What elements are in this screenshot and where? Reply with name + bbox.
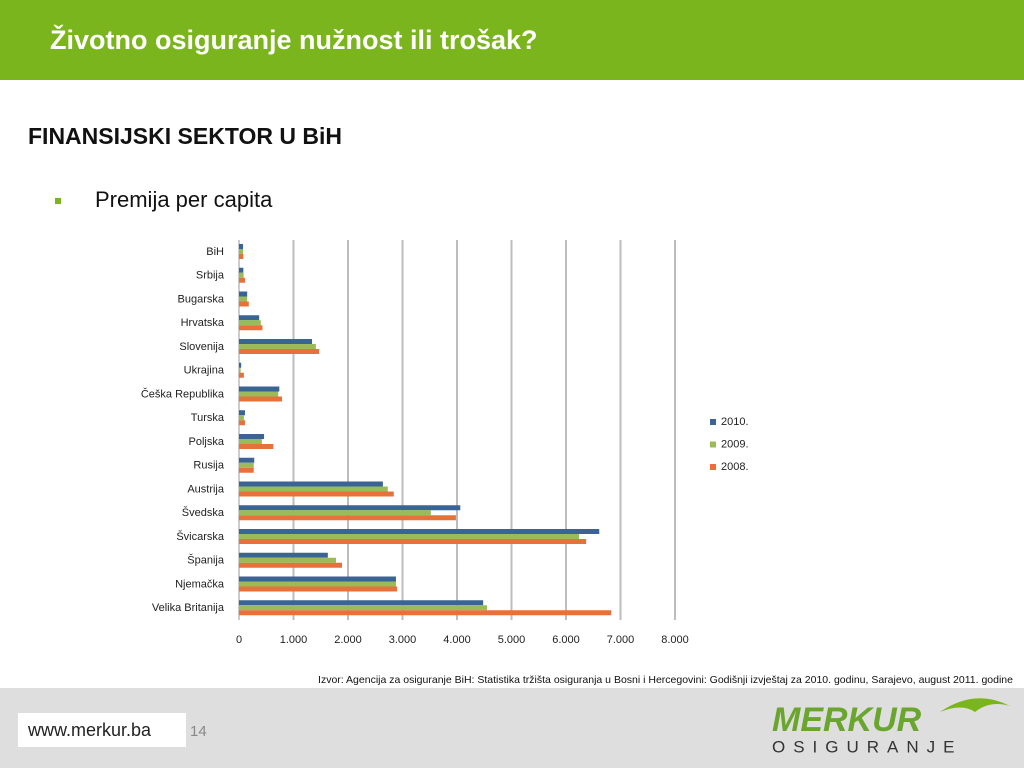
y-tick-label: Švicarska bbox=[176, 530, 225, 543]
y-tick-label: Hrvatska bbox=[181, 317, 225, 329]
bar bbox=[239, 254, 244, 259]
x-tick-label: 5.000 bbox=[498, 634, 526, 646]
bar bbox=[239, 467, 254, 473]
bar bbox=[239, 491, 394, 497]
bar bbox=[239, 325, 263, 331]
x-tick-label: 2.000 bbox=[334, 634, 362, 646]
bar bbox=[239, 434, 265, 439]
x-tick-label: 0 bbox=[236, 634, 242, 646]
bar bbox=[239, 481, 383, 487]
bar bbox=[239, 581, 396, 587]
footer-url: www.merkur.ba bbox=[27, 720, 152, 740]
bar bbox=[239, 600, 484, 606]
y-tick-label: Velika Britanija bbox=[152, 602, 225, 614]
bar bbox=[239, 267, 244, 273]
bar bbox=[239, 339, 313, 344]
bar bbox=[239, 486, 388, 492]
bar bbox=[239, 244, 244, 249]
x-tick-label: 8.000 bbox=[661, 634, 689, 646]
bar bbox=[239, 396, 283, 402]
bar bbox=[239, 462, 254, 468]
bar bbox=[239, 362, 242, 368]
bar bbox=[239, 439, 262, 444]
section-heading: FINANSIJSKI SEKTOR U BiH bbox=[28, 123, 342, 149]
bar bbox=[239, 367, 241, 373]
bar bbox=[239, 552, 328, 558]
bullet-text: Premija per capita bbox=[95, 187, 273, 212]
bar bbox=[239, 349, 320, 354]
y-tick-label: Srbija bbox=[196, 270, 225, 282]
bar bbox=[239, 301, 249, 307]
y-tick-label: BiH bbox=[206, 246, 224, 258]
bar bbox=[239, 534, 580, 539]
bar bbox=[239, 291, 248, 297]
bar bbox=[239, 605, 487, 611]
bar bbox=[239, 249, 244, 254]
y-tick-label: Turska bbox=[191, 412, 225, 424]
legend-swatch bbox=[710, 441, 716, 448]
bar bbox=[239, 272, 244, 278]
bar bbox=[239, 539, 587, 544]
bar bbox=[239, 529, 600, 534]
logo-subtext: OSIGURANJE bbox=[772, 737, 963, 756]
x-tick-label: 6.000 bbox=[552, 634, 580, 646]
legend-label: 2008. bbox=[721, 461, 749, 473]
bar bbox=[239, 586, 398, 592]
bar bbox=[239, 315, 260, 321]
y-tick-label: Ukrajina bbox=[184, 365, 225, 377]
y-tick-label: Švedska bbox=[182, 506, 225, 519]
logo-umbrella bbox=[940, 698, 1010, 712]
bar bbox=[239, 386, 280, 392]
x-tick-label: 1.000 bbox=[280, 634, 308, 646]
bar bbox=[239, 296, 248, 302]
source-note: Izvor: Agencija za osiguranje BiH: Stati… bbox=[318, 674, 1013, 686]
bar bbox=[239, 277, 245, 283]
bar bbox=[239, 610, 612, 616]
y-tick-label: Njemačka bbox=[175, 578, 225, 590]
y-tick-label: Poljska bbox=[189, 436, 225, 448]
bar bbox=[239, 410, 245, 416]
header-title: Životno osiguranje nužnost ili trošak? bbox=[50, 24, 538, 55]
x-tick-label: 4.000 bbox=[443, 634, 471, 646]
bar bbox=[239, 557, 337, 563]
bar bbox=[239, 372, 244, 378]
bar bbox=[239, 515, 456, 521]
bar bbox=[239, 344, 316, 349]
bar bbox=[239, 415, 244, 421]
y-tick-label: Slovenija bbox=[179, 341, 225, 353]
x-tick-label: 3.000 bbox=[389, 634, 417, 646]
bar bbox=[239, 505, 461, 511]
header-bar bbox=[0, 0, 1024, 80]
logo-text: MERKUR bbox=[772, 701, 922, 739]
y-tick-label: Španija bbox=[187, 554, 225, 567]
y-tick-label: Austrija bbox=[187, 483, 225, 495]
bar bbox=[239, 320, 261, 326]
y-tick-label: Češka Republika bbox=[141, 387, 225, 400]
bar bbox=[239, 510, 431, 516]
y-tick-label: Bugarska bbox=[178, 293, 225, 305]
bullet-marker bbox=[55, 198, 61, 204]
bar bbox=[239, 391, 279, 397]
bar bbox=[239, 457, 255, 463]
bar bbox=[239, 420, 245, 426]
bar bbox=[239, 562, 343, 568]
legend-swatch bbox=[710, 419, 716, 425]
legend-label: 2010. bbox=[721, 416, 749, 428]
legend-swatch bbox=[710, 464, 716, 470]
y-tick-label: Rusija bbox=[193, 460, 224, 472]
page-number: 14 bbox=[190, 723, 207, 740]
legend-label: 2009. bbox=[721, 438, 749, 450]
chart: 0 1.000 2.000 3.000 4.000 5.000 6.000 7.000 8.00… bbox=[141, 240, 749, 646]
bar bbox=[239, 576, 396, 582]
url-box bbox=[18, 713, 186, 747]
bar bbox=[239, 444, 274, 449]
x-tick-label: 7.000 bbox=[607, 634, 635, 646]
